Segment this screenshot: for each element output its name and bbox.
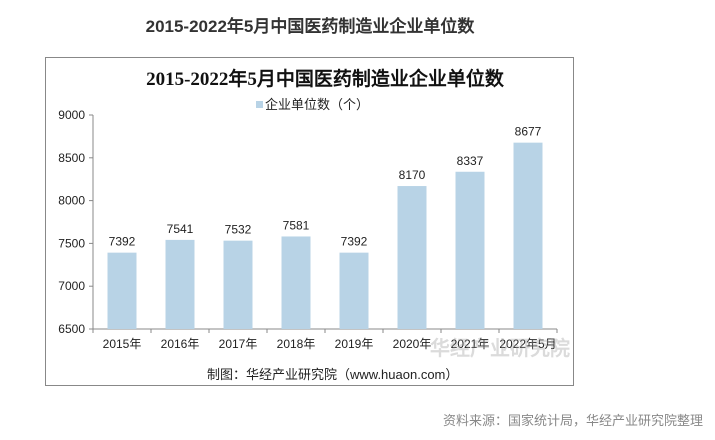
source-label: 资料来源：国家统计局，华经产业研究院整理: [442, 413, 703, 428]
chart-title: 2015-2022年5月中国医药制造业企业单位数: [146, 67, 505, 90]
data-label: 7392: [109, 235, 136, 249]
bar: [513, 142, 543, 329]
x-tick-label: 2021年: [451, 337, 490, 351]
chart-container: [45, 57, 574, 386]
x-tick-label: 2022年5月: [499, 337, 556, 351]
y-tick-label: 7500: [58, 236, 85, 250]
bar: [455, 171, 485, 329]
y-tick-label: 9000: [58, 108, 85, 122]
x-tick-label: 2019年: [335, 337, 374, 351]
y-tick-label: 8500: [58, 151, 85, 165]
data-label: 7392: [341, 235, 368, 249]
x-tick-label: 2018年: [277, 337, 316, 351]
x-tick-label: 2016年: [161, 337, 200, 351]
page-title: 2015-2022年5月中国医药制造业企业单位数: [145, 17, 475, 36]
watermark-logo: 华经产业研究院: [430, 336, 570, 360]
x-tick-label: 2017年: [219, 337, 258, 351]
x-tick-label: 2015年: [103, 337, 142, 351]
y-tick-label: 6500: [58, 322, 85, 336]
y-tick-label: 8000: [58, 194, 85, 208]
data-label: 8677: [515, 125, 542, 139]
bar: [165, 239, 195, 329]
made-by-label: 制图：华经产业研究院（www.huaon.com）: [207, 367, 459, 382]
bar: [281, 236, 311, 329]
data-label: 8170: [399, 168, 426, 182]
legend-label: 企业单位数（个）: [265, 97, 369, 112]
legend-swatch: [256, 101, 263, 108]
bar: [223, 240, 253, 329]
y-tick-label: 7000: [58, 279, 85, 293]
data-label: 8337: [457, 154, 484, 168]
bar: [339, 252, 369, 329]
data-label: 7541: [167, 222, 194, 236]
x-tick-label: 2020年: [393, 337, 432, 351]
data-label: 7532: [225, 223, 252, 237]
bar: [107, 252, 137, 329]
data-label: 7581: [283, 218, 310, 232]
bar: [397, 186, 427, 329]
